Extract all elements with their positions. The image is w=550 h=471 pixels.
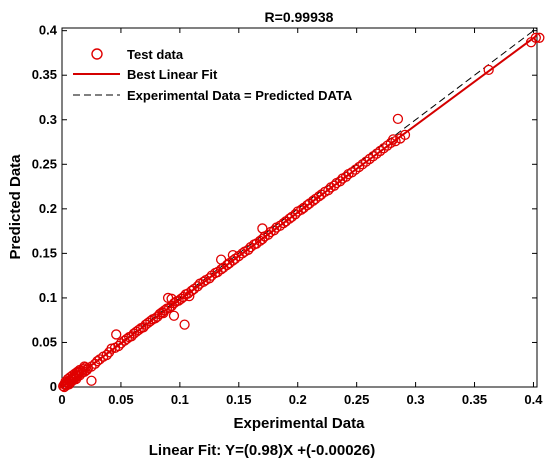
x-tick-label: 0.4: [524, 392, 543, 407]
test-data-point: [346, 167, 358, 178]
test-data-point: [243, 244, 254, 255]
test-data-point: [399, 129, 411, 141]
test-data-point: [188, 283, 200, 295]
test-data-point: [353, 161, 365, 173]
legend-marker-test: [91, 48, 103, 60]
test-data-point: [215, 254, 227, 265]
y-tick-label: 0.4: [39, 23, 58, 38]
y-tick-label: 0.25: [32, 156, 57, 171]
test-data-point: [530, 32, 541, 43]
test-data-point: [382, 140, 393, 151]
test-data-point: [245, 241, 256, 253]
test-data-point: [227, 250, 239, 261]
x-tick-label: 0.2: [289, 392, 307, 407]
test-data-point: [534, 32, 545, 43]
test-data-point: [204, 273, 215, 284]
x-tick-label: 0: [58, 392, 65, 407]
point-group: [58, 32, 545, 393]
legend-label-identity: Experimental Data = Predicted DATA: [127, 88, 353, 103]
test-data-point: [357, 159, 368, 170]
y-tick-label: 0: [50, 379, 57, 394]
test-data-point: [86, 375, 97, 386]
y-tick-label: 0.35: [32, 67, 57, 82]
y-tick-label: 0.05: [32, 334, 57, 349]
y-tick-group: 0 0.05 0.1 0.15 0.2 0.25 0.3 0.35 0.4: [32, 23, 537, 394]
test-data-point: [86, 361, 97, 372]
test-data-point: [206, 270, 217, 281]
test-data-point: [364, 153, 375, 165]
y-tick-label: 0.1: [39, 290, 57, 305]
test-data-point: [286, 211, 297, 223]
test-data-point: [360, 156, 372, 167]
test-data-point: [166, 293, 177, 304]
test-data-point: [179, 319, 190, 330]
x-tick-label: 0.1: [171, 392, 189, 407]
test-data-point: [350, 164, 361, 175]
chart-title: R=0.99938: [265, 9, 334, 25]
legend-label-test: Test data: [127, 47, 184, 62]
test-data-point: [111, 329, 122, 340]
y-tick-label: 0.15: [32, 245, 57, 260]
y-tick-label: 0.2: [39, 201, 57, 216]
x-tick-label: 0.25: [344, 392, 369, 407]
test-data-point: [371, 148, 382, 159]
x-tick-label: 0.3: [407, 392, 425, 407]
test-data-point: [70, 373, 82, 385]
test-data-point: [113, 340, 124, 352]
test-data-point: [388, 134, 399, 145]
test-data-point: [483, 64, 494, 76]
test-data-point: [158, 307, 169, 319]
x-tick-label: 0.05: [108, 392, 133, 407]
x-tick-label: 0.35: [462, 392, 487, 407]
test-data-point: [257, 223, 268, 234]
test-data-point: [368, 151, 379, 162]
test-data-point: [392, 113, 404, 125]
test-data-point: [184, 290, 195, 302]
test-data-point: [72, 366, 83, 378]
test-data-point: [79, 366, 90, 378]
x-axis-label: Experimental Data: [234, 415, 366, 432]
y-axis-label: Predicted Data: [7, 154, 24, 260]
x-tick-label: 0.15: [226, 392, 251, 407]
y-tick-label: 0.3: [39, 112, 57, 127]
legend: Test data Best Linear Fit Experimental D…: [73, 47, 353, 103]
legend-label-fit: Best Linear Fit: [127, 67, 218, 82]
test-data-point: [375, 145, 386, 157]
test-data-point: [168, 310, 180, 321]
test-data-point: [378, 143, 389, 154]
test-data-point: [237, 248, 248, 259]
test-data-point: [198, 276, 209, 288]
x-tick-group: 0 0.05 0.1 0.15 0.2 0.25 0.3 0.35 0.4: [58, 28, 543, 407]
fit-caption: Linear Fit: Y=(0.98)X +(-0.00026): [149, 442, 376, 459]
